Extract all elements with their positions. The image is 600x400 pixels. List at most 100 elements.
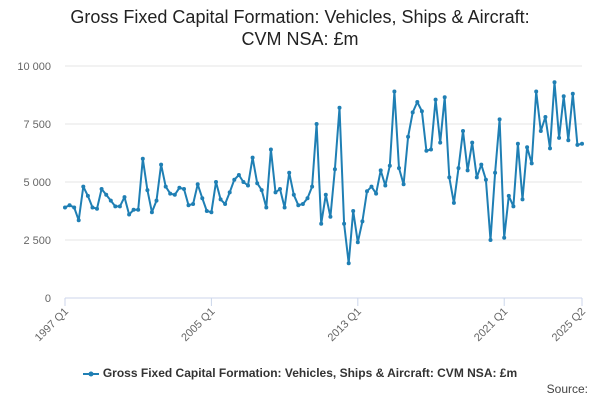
- data-point[interactable]: [337, 105, 342, 110]
- data-point[interactable]: [570, 91, 575, 96]
- data-point[interactable]: [300, 202, 305, 206]
- data-point[interactable]: [117, 204, 122, 209]
- data-point[interactable]: [246, 183, 250, 188]
- data-point[interactable]: [232, 177, 237, 182]
- data-point[interactable]: [511, 204, 516, 209]
- data-point[interactable]: [127, 212, 132, 217]
- data-point[interactable]: [204, 209, 209, 213]
- data-point[interactable]: [470, 140, 475, 145]
- data-point[interactable]: [214, 180, 218, 184]
- data-point[interactable]: [442, 95, 447, 100]
- data-point[interactable]: [250, 155, 255, 160]
- data-point[interactable]: [538, 129, 543, 133]
- data-point[interactable]: [365, 189, 369, 194]
- data-point[interactable]: [328, 214, 333, 219]
- data-point[interactable]: [182, 187, 186, 191]
- data-point[interactable]: [323, 192, 328, 197]
- data-point[interactable]: [227, 190, 232, 195]
- data-point[interactable]: [529, 161, 534, 166]
- data-point[interactable]: [99, 187, 104, 191]
- data-point[interactable]: [493, 170, 498, 175]
- data-point[interactable]: [355, 240, 360, 245]
- data-point[interactable]: [401, 182, 406, 187]
- data-point[interactable]: [502, 235, 507, 240]
- data-point[interactable]: [319, 221, 324, 226]
- data-point[interactable]: [195, 182, 200, 187]
- data-point[interactable]: [424, 148, 429, 153]
- data-point[interactable]: [163, 184, 168, 189]
- data-point[interactable]: [465, 168, 470, 173]
- data-point[interactable]: [406, 134, 411, 139]
- data-point[interactable]: [575, 142, 580, 147]
- data-point[interactable]: [566, 138, 571, 143]
- data-point[interactable]: [200, 196, 205, 201]
- data-point[interactable]: [561, 94, 566, 99]
- data-point[interactable]: [506, 193, 511, 198]
- data-point[interactable]: [342, 221, 347, 226]
- data-point[interactable]: [287, 170, 292, 175]
- data-point[interactable]: [241, 180, 246, 184]
- data-point[interactable]: [95, 206, 99, 211]
- data-point[interactable]: [397, 166, 401, 171]
- data-point[interactable]: [534, 89, 539, 94]
- data-point[interactable]: [186, 203, 191, 208]
- data-point[interactable]: [433, 97, 438, 102]
- data-point[interactable]: [223, 202, 228, 206]
- data-point[interactable]: [236, 173, 241, 177]
- data-point[interactable]: [456, 166, 461, 171]
- data-point[interactable]: [81, 184, 86, 189]
- data-point[interactable]: [360, 219, 365, 224]
- data-point[interactable]: [104, 192, 109, 197]
- data-point[interactable]: [63, 205, 67, 210]
- data-point[interactable]: [122, 195, 127, 200]
- data-point[interactable]: [90, 205, 95, 210]
- data-point[interactable]: [543, 115, 548, 119]
- data-point[interactable]: [85, 193, 90, 198]
- data-point[interactable]: [108, 198, 113, 203]
- data-point[interactable]: [305, 196, 310, 201]
- data-point[interactable]: [113, 204, 118, 209]
- data-point[interactable]: [515, 141, 520, 146]
- data-point[interactable]: [383, 183, 388, 188]
- data-point[interactable]: [410, 110, 415, 115]
- data-point[interactable]: [392, 89, 397, 94]
- data-point[interactable]: [273, 190, 278, 195]
- data-point[interactable]: [296, 203, 301, 208]
- data-point[interactable]: [461, 129, 465, 133]
- data-point[interactable]: [429, 147, 433, 152]
- data-point[interactable]: [159, 162, 164, 167]
- data-point[interactable]: [259, 188, 264, 193]
- data-point[interactable]: [278, 187, 282, 191]
- data-point[interactable]: [369, 184, 374, 189]
- data-point[interactable]: [488, 238, 493, 242]
- data-point[interactable]: [378, 168, 383, 173]
- data-point[interactable]: [525, 145, 530, 150]
- data-point[interactable]: [168, 191, 173, 196]
- data-point[interactable]: [149, 210, 154, 215]
- data-point[interactable]: [451, 200, 456, 205]
- data-point[interactable]: [548, 146, 552, 151]
- data-point[interactable]: [264, 205, 269, 210]
- data-point[interactable]: [172, 192, 177, 197]
- data-point[interactable]: [552, 80, 557, 85]
- data-point[interactable]: [374, 191, 379, 196]
- data-point[interactable]: [291, 192, 296, 197]
- data-point[interactable]: [209, 210, 214, 215]
- data-point[interactable]: [76, 218, 81, 223]
- data-point[interactable]: [67, 203, 72, 208]
- data-point[interactable]: [520, 197, 525, 202]
- data-point[interactable]: [419, 109, 424, 114]
- data-point[interactable]: [346, 261, 351, 266]
- data-point[interactable]: [282, 205, 287, 210]
- data-point[interactable]: [447, 175, 452, 180]
- data-point[interactable]: [255, 181, 260, 186]
- data-point[interactable]: [145, 188, 150, 193]
- data-point[interactable]: [131, 207, 136, 212]
- data-point[interactable]: [154, 198, 159, 203]
- data-point[interactable]: [140, 156, 145, 161]
- data-point[interactable]: [314, 122, 319, 126]
- data-point[interactable]: [332, 167, 337, 172]
- data-point[interactable]: [387, 163, 392, 168]
- data-point[interactable]: [191, 202, 196, 206]
- data-point[interactable]: [557, 135, 562, 140]
